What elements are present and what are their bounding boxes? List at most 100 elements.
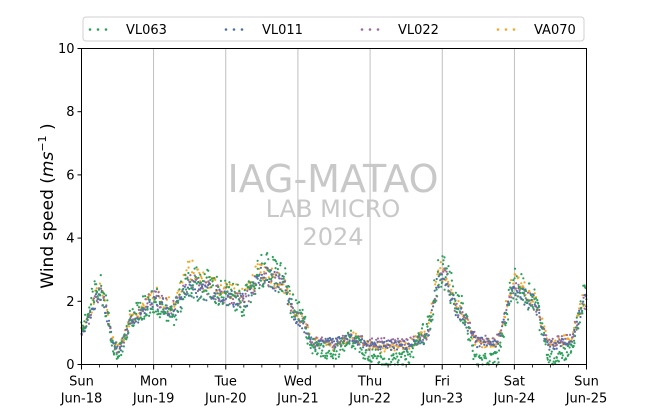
data-point [579, 315, 582, 319]
data-point [233, 287, 236, 290]
data-point [515, 275, 518, 278]
data-point [555, 343, 558, 347]
data-point [216, 296, 219, 299]
data-point [342, 342, 345, 345]
data-point [320, 336, 323, 339]
data-point [394, 341, 397, 344]
data-point [298, 324, 301, 327]
data-point [457, 295, 460, 298]
data-point [577, 327, 580, 330]
data-point [495, 351, 498, 354]
data-point [565, 333, 569, 337]
data-point [516, 291, 519, 294]
data-point [353, 341, 356, 344]
data-point [243, 301, 246, 304]
data-point [351, 339, 354, 343]
data-point [443, 278, 446, 281]
data-point [311, 341, 314, 344]
data-point [292, 315, 296, 318]
data-point [97, 297, 100, 300]
data-point [130, 314, 133, 317]
data-point [378, 346, 381, 349]
data-point [388, 346, 391, 349]
data-point [551, 343, 554, 346]
data-point [431, 318, 434, 321]
data-point [534, 297, 538, 300]
data-point [419, 342, 422, 345]
data-point [192, 296, 195, 299]
data-point [101, 304, 104, 307]
data-point [362, 342, 365, 345]
data-point [334, 353, 337, 356]
data-point [226, 290, 229, 293]
data-point [460, 306, 463, 309]
data-point [393, 349, 396, 352]
data-point [241, 292, 244, 295]
data-point [370, 354, 374, 357]
data-point [273, 282, 276, 285]
data-point [369, 342, 372, 345]
data-point [504, 316, 507, 319]
data-point [120, 340, 123, 343]
data-point [167, 313, 171, 316]
data-point [402, 350, 406, 353]
data-point [395, 348, 399, 351]
data-point [578, 309, 581, 312]
legend-marker [512, 28, 516, 31]
data-point [472, 357, 475, 361]
data-point [282, 277, 285, 280]
data-point [289, 309, 292, 312]
data-point [185, 269, 188, 272]
data-point [137, 301, 140, 304]
data-point [214, 302, 217, 305]
data-point [543, 331, 546, 334]
data-point [387, 343, 390, 347]
data-point [105, 320, 109, 323]
data-point [426, 325, 429, 328]
data-point [510, 296, 513, 299]
data-point [84, 313, 87, 316]
data-point [506, 313, 509, 316]
data-point [142, 304, 145, 307]
data-point [206, 286, 209, 289]
data-point [411, 345, 414, 348]
data-point [150, 302, 153, 305]
data-point [209, 295, 212, 298]
data-point [319, 344, 322, 347]
data-point [379, 340, 382, 343]
data-point [200, 277, 203, 280]
data-point [578, 303, 582, 306]
y-tick-label: 8 [66, 105, 74, 120]
data-point [551, 337, 554, 340]
data-point [343, 349, 346, 352]
data-point [329, 352, 333, 355]
data-point [258, 283, 261, 286]
data-point [134, 320, 137, 323]
data-point [247, 294, 250, 297]
data-point [351, 336, 354, 340]
data-point [380, 356, 383, 359]
data-point [123, 333, 126, 336]
legend-label: VA070 [534, 23, 576, 38]
data-point [137, 321, 140, 324]
data-point [359, 347, 362, 350]
data-point [87, 322, 91, 325]
data-point [202, 298, 205, 301]
data-point [488, 360, 491, 363]
data-point [148, 314, 151, 317]
data-point [210, 277, 213, 280]
data-point [96, 290, 99, 293]
data-point [302, 322, 305, 325]
data-point [468, 326, 471, 329]
y-axis-label-base: Wind speed ( [38, 177, 58, 289]
data-point [116, 345, 119, 348]
data-point [437, 259, 440, 262]
data-point [157, 295, 160, 298]
data-point [499, 334, 502, 337]
data-point [528, 282, 531, 285]
data-point [117, 350, 121, 354]
data-point [284, 272, 287, 275]
data-point [443, 256, 446, 259]
data-point [498, 349, 501, 352]
data-point [128, 313, 131, 316]
